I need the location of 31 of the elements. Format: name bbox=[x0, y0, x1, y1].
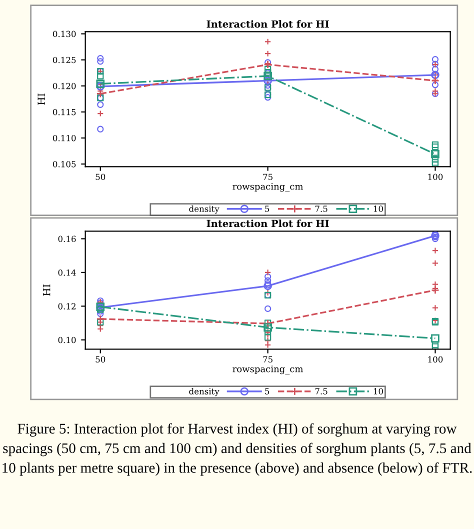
y-tick-label: 0.105 bbox=[52, 161, 76, 168]
x-axis-title: rowspacing_cm bbox=[232, 366, 304, 374]
x-tick-label: 100 bbox=[428, 356, 443, 363]
legend-label: 7.5 bbox=[315, 206, 328, 212]
chart-title: Interaction Plot for HI bbox=[206, 220, 329, 228]
y-tick-label: 0.125 bbox=[52, 56, 76, 64]
y-tick-label: 0.16 bbox=[58, 236, 76, 242]
x-tick-label: 75 bbox=[263, 174, 272, 180]
x-tick-label: 100 bbox=[428, 174, 443, 180]
x-tick-label: 75 bbox=[263, 356, 272, 363]
legend-label: 5 bbox=[265, 206, 270, 212]
x-tick-label: 50 bbox=[96, 356, 106, 363]
y-tick-label: 0.14 bbox=[58, 269, 76, 276]
y-tick-label: 0.130 bbox=[52, 30, 76, 38]
legend-label: 10 bbox=[374, 388, 383, 394]
legend-label: 10 bbox=[374, 206, 383, 212]
y-axis-title: HI bbox=[38, 94, 45, 105]
y-tick-label: 0.115 bbox=[52, 108, 76, 116]
legend-label: 5 bbox=[265, 388, 270, 394]
y-axis-title: HI bbox=[43, 284, 50, 296]
y-tick-label: 0.110 bbox=[52, 134, 76, 142]
legend-label: 7.5 bbox=[315, 388, 328, 394]
chart-title: Interaction Plot for HI bbox=[206, 20, 329, 28]
x-axis-title: rowspacing_cm bbox=[232, 183, 304, 192]
legend-title: density bbox=[189, 205, 220, 214]
x-tick-label: 50 bbox=[96, 174, 106, 180]
y-tick-label: 0.120 bbox=[52, 82, 76, 90]
y-tick-label: 0.12 bbox=[58, 303, 76, 310]
legend-title: density bbox=[189, 388, 220, 396]
caption: Figure 5: Interaction plot for Harvest index (HI) of sorghum at varying row spacings (50 cm, 75 cm and 100 cm) and densities of sorghum plants (5, 7.5 and 10 plants per metre square) in the presence (above) and absence (below) of FTR. bbox=[2, 423, 472, 476]
y-tick-label: 0.10 bbox=[58, 336, 76, 344]
